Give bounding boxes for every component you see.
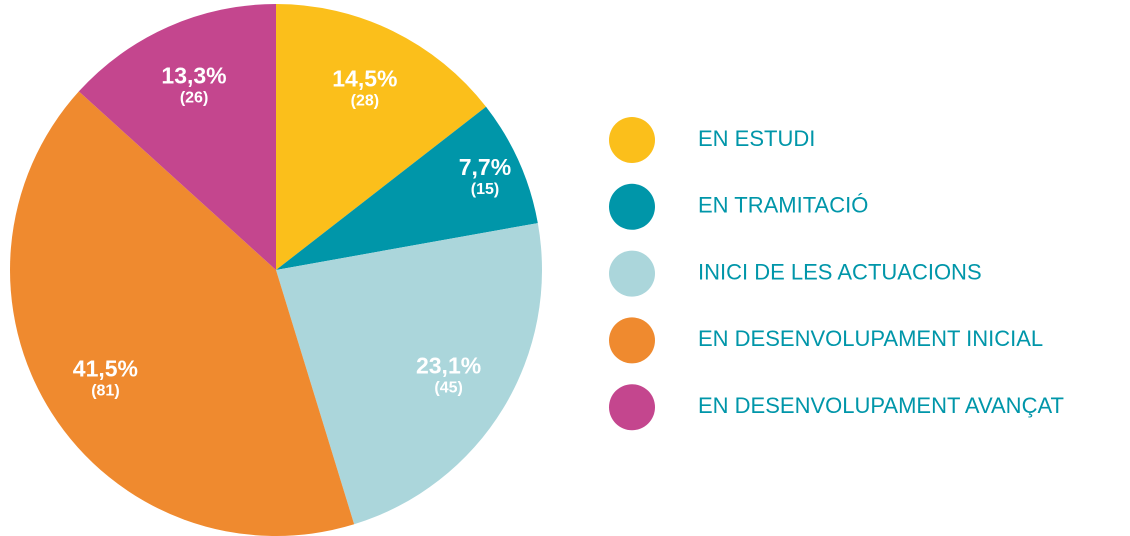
pie-slice (276, 106, 538, 270)
legend-swatch (609, 117, 655, 163)
legend-label: EN DESENVOLUPAMENT AVANÇAT (698, 393, 1064, 418)
slice-percent-label: 23,1% (416, 352, 481, 378)
legend-label: EN DESENVOLUPAMENT INICIAL (698, 326, 1043, 351)
legend-label: EN TRAMITACIÓ (698, 193, 868, 218)
slice-percent-label: 13,3% (161, 62, 226, 88)
legend-swatch (609, 250, 655, 297)
legend-swatch (609, 183, 655, 230)
pie-slice (10, 91, 355, 536)
legend-swatch (609, 317, 655, 364)
legend-swatch (609, 384, 655, 431)
slice-count-label: (45) (434, 379, 462, 396)
slice-count-label: (26) (180, 89, 208, 106)
slice-percent-label: 14,5% (332, 65, 397, 91)
slice-percent-label: 41,5% (73, 356, 138, 382)
slice-count-label: (15) (471, 181, 499, 198)
pie-slice (78, 4, 276, 270)
legend-label: EN ESTUDI (698, 126, 815, 151)
slice-count-label: (81) (91, 383, 119, 400)
slice-percent-label: 7,7% (459, 154, 511, 180)
legend-label: INICI DE LES ACTUACIONS (698, 259, 982, 284)
pie-slice (276, 223, 542, 525)
pie-slice (276, 4, 487, 270)
slice-count-label: (28) (351, 93, 379, 110)
